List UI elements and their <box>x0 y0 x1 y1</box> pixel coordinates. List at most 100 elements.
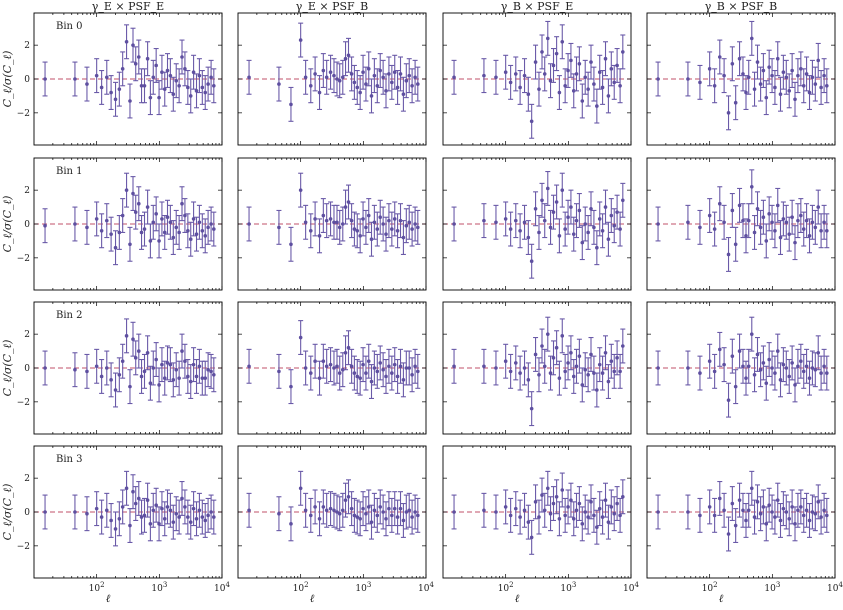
data-point <box>618 369 622 374</box>
data-point <box>592 371 596 375</box>
data-point <box>104 366 109 370</box>
data-point <box>542 364 547 369</box>
data-point <box>603 56 608 61</box>
data-point <box>151 508 156 513</box>
data-point <box>758 225 763 230</box>
data-point <box>139 83 144 88</box>
data-point <box>303 366 308 370</box>
data-point <box>358 90 362 95</box>
data-point <box>781 217 786 221</box>
data-point <box>698 513 702 518</box>
data-point <box>410 227 414 231</box>
data-point <box>85 511 89 516</box>
data-point <box>73 222 77 226</box>
data-point <box>335 77 339 81</box>
data-point <box>364 225 368 230</box>
data-point <box>168 220 173 225</box>
column-title: γ_B × PSF_E <box>501 0 573 13</box>
data-point <box>404 223 409 228</box>
data-point <box>120 505 125 509</box>
data-point <box>209 369 213 374</box>
data-point <box>165 215 170 220</box>
y-axis-label: C_ℓ/σ(C_ℓ) <box>1 51 14 108</box>
data-point <box>545 486 550 491</box>
data-point <box>151 220 156 225</box>
data-point <box>133 61 138 66</box>
data-point <box>609 359 614 364</box>
data-point <box>597 506 602 511</box>
data-point <box>583 510 588 514</box>
data-point <box>364 371 368 375</box>
data-point <box>600 371 605 375</box>
data-point <box>99 85 104 90</box>
data-point <box>289 102 293 107</box>
data-point <box>822 220 826 225</box>
data-point <box>801 83 806 88</box>
data-point <box>603 205 608 209</box>
y-tick-label: 2 <box>24 41 30 51</box>
data-point <box>162 516 167 521</box>
data-point <box>372 73 377 78</box>
data-point <box>781 506 786 511</box>
column-title: γ_E × PSF_B <box>296 0 368 13</box>
data-point <box>381 510 385 514</box>
x-axis-label: ℓ <box>310 592 315 605</box>
data-point <box>452 75 456 80</box>
data-point <box>154 503 158 508</box>
data-point <box>600 515 605 519</box>
data-point <box>174 78 179 83</box>
data-point <box>94 364 99 369</box>
data-point <box>819 515 823 519</box>
data-point <box>337 511 342 516</box>
data-point <box>355 374 360 379</box>
data-point <box>384 374 388 379</box>
data-point <box>606 379 611 384</box>
y-tick-label: 0 <box>24 75 30 85</box>
data-point <box>518 515 522 519</box>
data-point <box>113 245 118 250</box>
data-point <box>340 367 345 372</box>
data-point <box>186 85 190 90</box>
data-point <box>206 513 210 518</box>
data-point <box>717 347 722 352</box>
data-point <box>200 85 205 90</box>
data-point <box>398 218 403 223</box>
data-point <box>317 516 322 521</box>
data-point <box>518 371 522 375</box>
data-point <box>317 234 322 238</box>
data-point <box>410 83 414 88</box>
data-point <box>761 505 766 509</box>
data-point <box>197 73 202 78</box>
data-point <box>597 70 602 75</box>
data-point <box>533 60 538 64</box>
data-point <box>369 520 374 524</box>
x-tick-label: 104 <box>623 581 639 594</box>
data-point <box>612 223 617 228</box>
data-point <box>162 376 167 380</box>
data-point <box>749 36 754 41</box>
data-point <box>580 522 585 526</box>
data-point <box>577 61 582 66</box>
data-point <box>790 68 794 73</box>
data-point <box>784 75 789 80</box>
data-point <box>730 61 735 66</box>
data-point <box>799 213 803 218</box>
data-point <box>508 369 513 374</box>
data-point <box>404 366 409 370</box>
data-point <box>401 92 406 97</box>
data-point <box>372 220 377 225</box>
data-point <box>364 82 368 86</box>
data-point <box>410 372 414 377</box>
data-point <box>764 239 769 243</box>
x-axis-label: ℓ <box>515 592 520 605</box>
data-point <box>346 200 351 204</box>
data-point <box>609 213 614 218</box>
data-point <box>781 70 786 75</box>
data-point <box>381 367 385 372</box>
data-point <box>212 83 216 88</box>
data-point <box>346 53 351 58</box>
data-point <box>801 513 806 518</box>
data-point <box>337 78 342 83</box>
data-point <box>148 95 153 100</box>
